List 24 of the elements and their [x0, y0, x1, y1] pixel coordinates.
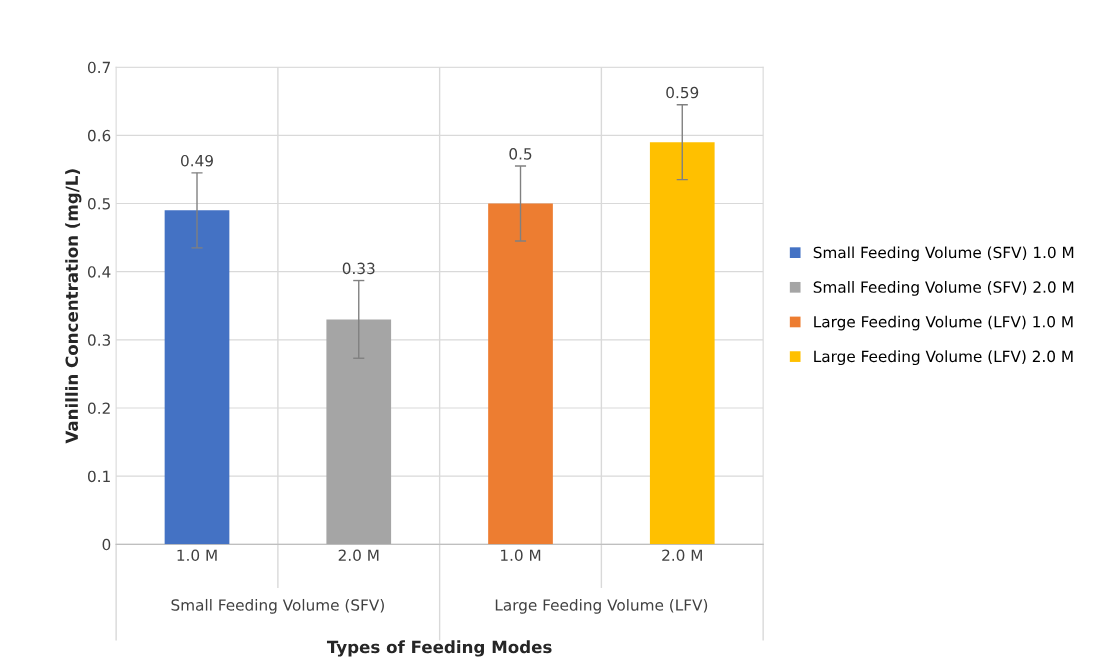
y-tick-label: 0.7	[87, 61, 110, 74]
data-label: 0.49	[181, 154, 213, 167]
data-label: 0.59	[666, 86, 699, 99]
x-tick-label: 2.0 M	[662, 549, 702, 562]
x-tick-label: 1.0 M	[177, 549, 217, 562]
x-tick-label: 2.0 M	[338, 549, 379, 562]
y-tick-label: 0.4	[87, 266, 111, 278]
legend-label: Small Feeding Volume (SFV) 1.0 M	[813, 246, 1074, 262]
legend-label: Large Feeding Volume (LFV) 2.0 M	[814, 350, 1073, 366]
x-tick-label: 1.0 M	[501, 549, 541, 562]
y-tick-label: 0.5	[87, 197, 110, 210]
text: Small Feeding Volume (SFV)	[171, 598, 384, 614]
x-axis-title: Types of Feeding Modes	[326, 640, 552, 657]
legend-label: Small Feeding Volume (SFV) 2.0 M	[813, 281, 1074, 296]
data-label: 0.33	[342, 262, 375, 275]
y-tick-label: 0	[102, 538, 111, 551]
data-label: 0.5	[509, 148, 532, 160]
y-tick-label: 0.1	[87, 470, 110, 483]
y-tick-label: 0.6	[87, 129, 111, 142]
text: Large Feeding Volume (LFV)	[495, 598, 708, 614]
y-tick-label: 0.3	[87, 334, 111, 346]
y-axis-title: Vanillin Concentration (mg/L)	[65, 169, 82, 444]
y-tick-label: 0.2	[87, 402, 110, 415]
legend-label: Large Feeding Volume (LFV) 1.0 M	[814, 315, 1073, 331]
